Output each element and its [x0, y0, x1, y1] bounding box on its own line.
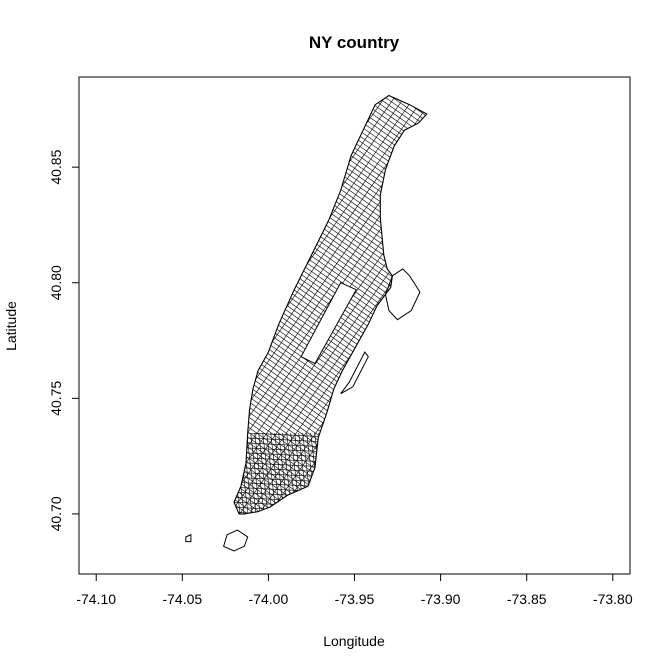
roosevelt-island — [340, 351, 369, 395]
x-tick-label: -73.80 — [593, 591, 633, 607]
liberty-island — [185, 533, 192, 543]
y-axis-label: Latitude — [3, 301, 19, 351]
x-tick-label: -74.00 — [249, 591, 289, 607]
x-tick-label: -73.95 — [335, 591, 375, 607]
randalls-island — [384, 268, 421, 321]
x-tick-label: -73.85 — [507, 591, 547, 607]
x-tick-label: -74.10 — [76, 591, 116, 607]
x-tick-label: -73.90 — [421, 591, 461, 607]
y-tick-label: 40.70 — [48, 496, 64, 531]
x-axis: -74.10 -74.05 -74.00 -73.95 -73.90 -73.85 -73.… — [76, 574, 633, 607]
y-tick-label: 40.75 — [48, 381, 64, 416]
manhattan-outline — [233, 94, 428, 515]
plot-frame — [78, 76, 631, 575]
y-tick-label: 40.85 — [48, 149, 64, 184]
chart-title: NY country — [309, 33, 400, 52]
central-park — [300, 282, 357, 365]
governors-island — [222, 529, 249, 552]
y-axis: 40.70 40.75 40.80 40.85 — [48, 149, 79, 531]
y-tick-label: 40.80 — [48, 265, 64, 300]
map-layer — [185, 94, 428, 552]
x-axis-label: Longitude — [323, 633, 385, 649]
x-tick-label: -74.05 — [162, 591, 202, 607]
